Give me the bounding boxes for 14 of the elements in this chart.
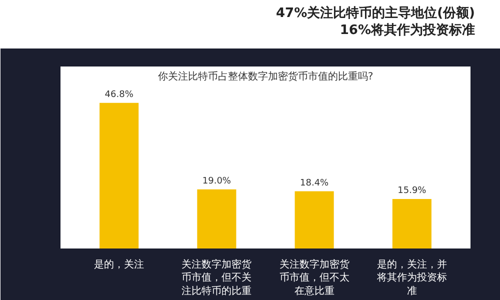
data-label: 46.8%	[104, 90, 134, 100]
bar	[294, 191, 334, 248]
chart-subtitle: 47%关注比特币的主导地位(份额) 16%将其作为投资标准	[275, 5, 475, 39]
data-label: 19.0%	[202, 176, 232, 186]
bar	[392, 199, 432, 248]
chart-title: 你关注比特币占整体数字加密货币市值的比重吗?	[158, 70, 374, 82]
data-label: 18.4%	[300, 178, 330, 188]
x-tick-label: 是的，关注	[94, 258, 144, 270]
x-tick-label: 关注数字加密货币市值，但不关注比特币的比重	[182, 258, 252, 297]
bar	[100, 102, 139, 248]
x-tick-label: 关注数字加密货币市值，但不太在意比重	[279, 258, 350, 297]
x-tick-label: 是的，关注，并将其作为投资标准	[376, 258, 447, 297]
bar	[197, 189, 236, 248]
data-label: 15.9%	[398, 186, 427, 196]
